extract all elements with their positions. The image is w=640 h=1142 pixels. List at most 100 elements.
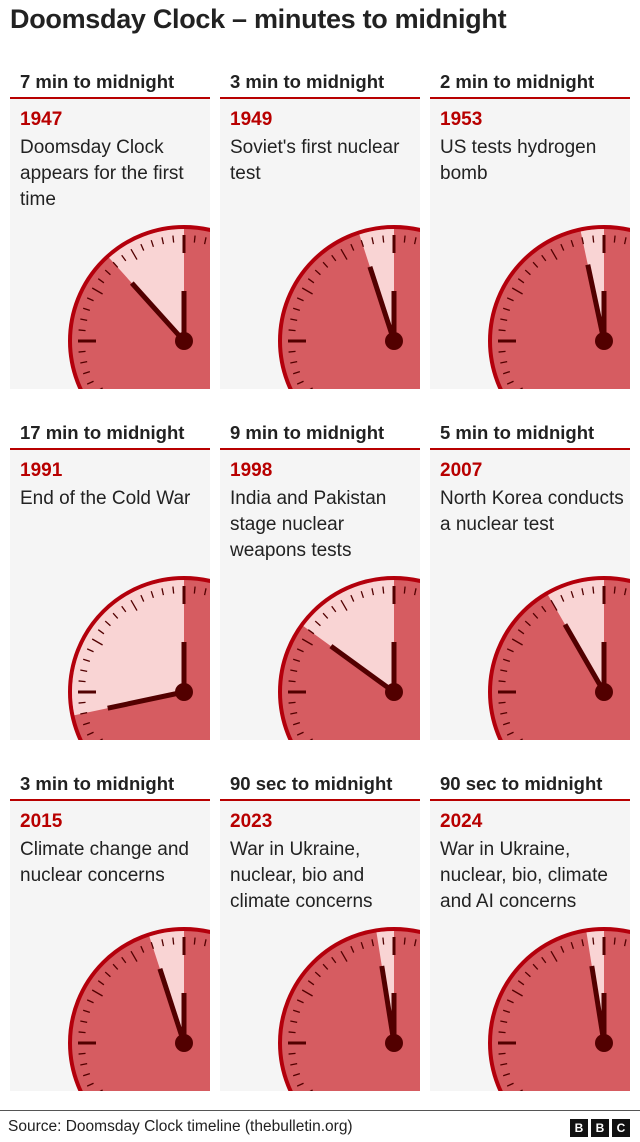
clock-year: 1949 — [230, 109, 273, 130]
clock-face-icon — [68, 927, 210, 1091]
clock-face — [488, 225, 630, 389]
clock-tick — [307, 278, 315, 284]
clock-tick — [288, 329, 296, 332]
clock-tick — [172, 586, 175, 594]
clock-tick — [550, 950, 558, 962]
clock-tick — [532, 612, 539, 619]
clock-tick — [413, 237, 417, 245]
clock-tick — [80, 318, 88, 322]
clock-tick — [290, 318, 298, 322]
clock-tick — [550, 599, 558, 611]
minute-hand — [107, 689, 185, 711]
clock-tick — [91, 638, 103, 646]
clock-tick — [382, 937, 385, 945]
clock-panel: 1949 Soviet's first nuclear test — [220, 99, 420, 389]
clock-tick — [112, 612, 119, 619]
clock-tick — [314, 620, 321, 627]
clock-tick — [524, 620, 531, 627]
clock-tick — [340, 599, 348, 611]
clock-face-icon — [278, 927, 420, 1091]
clock-tick — [592, 586, 595, 594]
clock-tick — [97, 278, 105, 284]
clock-tick — [331, 254, 337, 262]
clock-tick — [296, 731, 304, 736]
clock-tick — [161, 237, 165, 245]
clock-tick — [91, 287, 103, 295]
clock-tick — [500, 1062, 508, 1066]
clock-tick — [360, 941, 365, 950]
clock-tick — [314, 269, 321, 276]
clock-tick — [97, 980, 105, 986]
clock-pivot — [385, 332, 403, 350]
clock-tick — [121, 254, 127, 262]
clock-tick — [498, 1031, 506, 1034]
clock-face-icon — [488, 576, 630, 740]
clock-tick — [581, 588, 585, 596]
clock-tick — [570, 239, 575, 248]
clock-tick — [292, 370, 301, 375]
clock-tick — [350, 594, 355, 602]
clock-tick — [91, 989, 103, 997]
clock-tick — [403, 235, 406, 243]
clock-tick — [413, 939, 417, 947]
clock-tick — [506, 648, 514, 653]
clock-tick — [560, 594, 565, 602]
clock-tick — [570, 941, 575, 950]
clock-panel: 1991 End of the Cold War — [10, 450, 210, 740]
clock-tick — [506, 380, 514, 385]
clock-face — [488, 927, 630, 1091]
clock-tick — [292, 1009, 301, 1014]
clock-tick — [104, 971, 111, 978]
clock-description: End of the Cold War — [20, 488, 191, 509]
clock-panel: 2007 North Korea conducts a nuclear test — [430, 450, 630, 740]
clock-tick — [403, 586, 406, 594]
clock-panel: 1953 US tests hydrogen bomb — [430, 99, 630, 389]
clock-tick — [532, 963, 539, 970]
clock-tick — [288, 1052, 296, 1055]
clock-face-icon — [488, 927, 630, 1091]
clock-tick — [350, 243, 355, 251]
clock-tick — [524, 971, 531, 978]
clock-tick — [371, 237, 375, 245]
clock-tick — [172, 937, 175, 945]
minute-hand — [585, 264, 607, 342]
clock-tick — [360, 590, 365, 599]
minute-hand — [367, 266, 397, 342]
clock-tick — [150, 590, 155, 599]
clock-card: 90 sec to midnight 2023 War in Ukraine, … — [220, 771, 420, 1091]
clock-tick — [511, 287, 523, 295]
clock-tick — [613, 235, 616, 243]
clock-tick — [371, 939, 375, 947]
clock-tick — [517, 980, 525, 986]
clock-tick — [292, 307, 301, 312]
clock-tick — [78, 701, 86, 704]
clock-year: 1947 — [20, 109, 63, 130]
clock-tick — [82, 307, 91, 312]
clock-tick — [78, 680, 86, 683]
clock-tick — [541, 605, 547, 613]
clock-tick — [500, 711, 508, 715]
clock-tick — [517, 278, 525, 284]
minute-hand — [379, 965, 397, 1044]
clock-tick — [121, 605, 127, 613]
clock-tick — [360, 239, 365, 248]
clock-tick — [193, 235, 196, 243]
clock-heading: 7 min to midnight — [10, 69, 210, 99]
clock-pivot — [385, 683, 403, 701]
clock-tick — [82, 658, 91, 663]
clock-tick — [290, 711, 298, 715]
clock-panel: 1947 Doomsday Clock appears for the firs… — [10, 99, 210, 389]
clock-tick — [296, 380, 304, 385]
clock-heading: 90 sec to midnight — [430, 771, 630, 801]
clock-tick — [581, 939, 585, 947]
clock-tick — [498, 350, 506, 353]
clock-tick — [161, 588, 165, 596]
clock-card: 3 min to midnight 1949 Soviet's first nu… — [220, 69, 420, 389]
clock-description: Doomsday Clock appears for the first tim… — [20, 137, 184, 210]
clock-tick — [502, 658, 511, 663]
clock-card: 90 sec to midnight 2024 War in Ukraine, … — [430, 771, 630, 1091]
page-title: Doomsday Clock – minutes to midnight — [10, 4, 507, 34]
clock-tick — [502, 370, 511, 375]
clock-face — [278, 225, 420, 389]
clock-tick — [498, 1052, 506, 1055]
